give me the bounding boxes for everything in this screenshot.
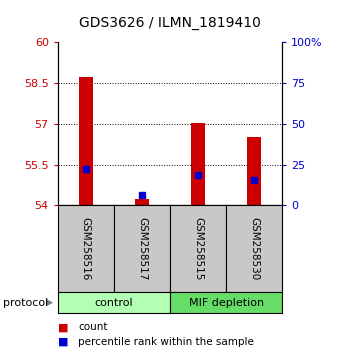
Bar [135,199,149,205]
Text: percentile rank within the sample: percentile rank within the sample [78,337,254,347]
Bar [247,137,261,205]
Text: GSM258517: GSM258517 [137,217,147,280]
Text: GSM258516: GSM258516 [81,217,91,280]
Text: protocol: protocol [3,298,49,308]
Text: MIF depletion: MIF depletion [189,298,264,308]
Text: GDS3626 / ILMN_1819410: GDS3626 / ILMN_1819410 [79,16,261,30]
Text: GSM258515: GSM258515 [193,217,203,280]
Text: GSM258530: GSM258530 [249,217,259,280]
Text: count: count [78,322,108,332]
Bar [191,123,205,205]
Bar [79,77,93,205]
Text: ■: ■ [58,322,68,332]
Text: ■: ■ [58,337,68,347]
Text: control: control [95,298,133,308]
